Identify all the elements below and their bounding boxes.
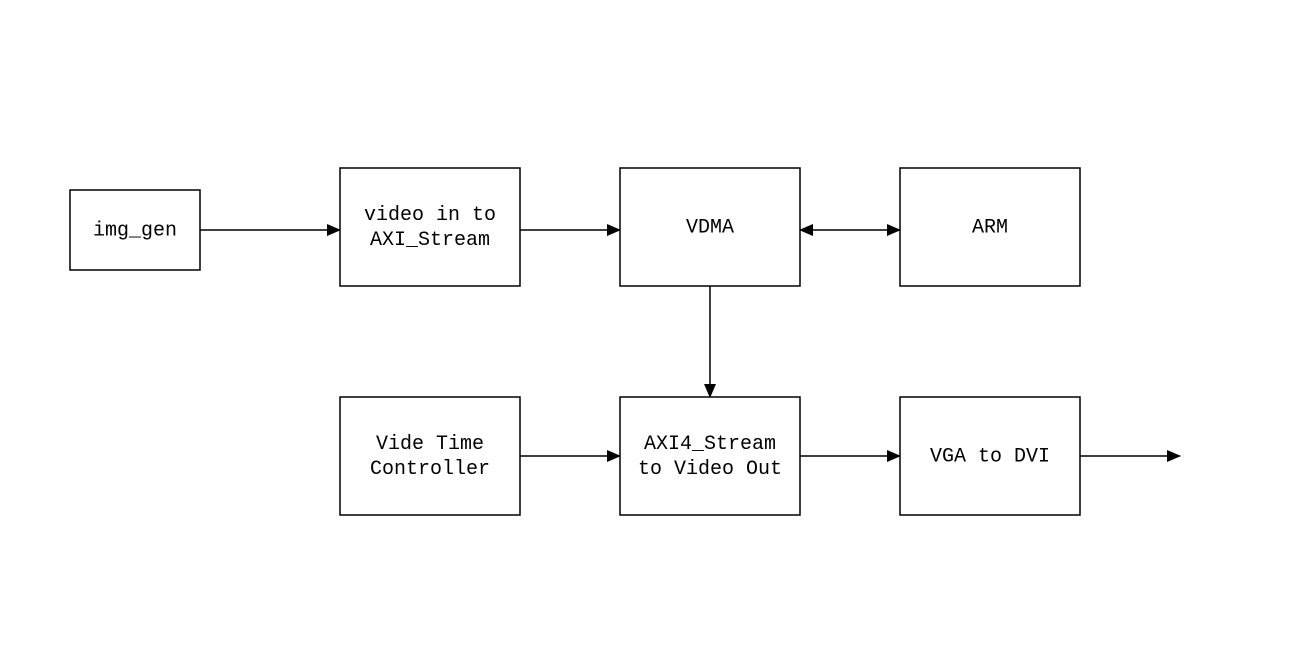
node-label-vtc-line1: Controller	[370, 458, 490, 481]
node-label-video_in-line0: video in to	[364, 204, 496, 227]
node-axi4_out: AXI4_Streamto Video Out	[620, 397, 800, 515]
node-label-img_gen-line0: img_gen	[93, 219, 177, 242]
node-vtc: Vide TimeController	[340, 397, 520, 515]
node-box-vtc	[340, 397, 520, 515]
node-vga_dvi: VGA to DVI	[900, 397, 1080, 515]
node-label-vdma-line0: VDMA	[686, 216, 734, 239]
nodes-layer: img_gen video in toAXI_Stream VDMA ARM Vide …	[70, 168, 1080, 515]
node-img_gen: img_gen	[70, 190, 200, 270]
node-video_in: video in toAXI_Stream	[340, 168, 520, 286]
node-arm: ARM	[900, 168, 1080, 286]
node-label-arm-line0: ARM	[972, 216, 1008, 239]
flowchart-canvas: img_gen video in toAXI_Stream VDMA ARM Vide …	[0, 0, 1302, 650]
node-vdma: VDMA	[620, 168, 800, 286]
node-label-video_in-line1: AXI_Stream	[370, 229, 490, 252]
node-box-axi4_out	[620, 397, 800, 515]
node-label-axi4_out-line0: AXI4_Stream	[644, 433, 776, 456]
node-box-video_in	[340, 168, 520, 286]
node-label-vga_dvi-line0: VGA to DVI	[930, 445, 1050, 468]
node-label-vtc-line0: Vide Time	[376, 433, 484, 456]
node-label-axi4_out-line1: to Video Out	[638, 458, 782, 481]
